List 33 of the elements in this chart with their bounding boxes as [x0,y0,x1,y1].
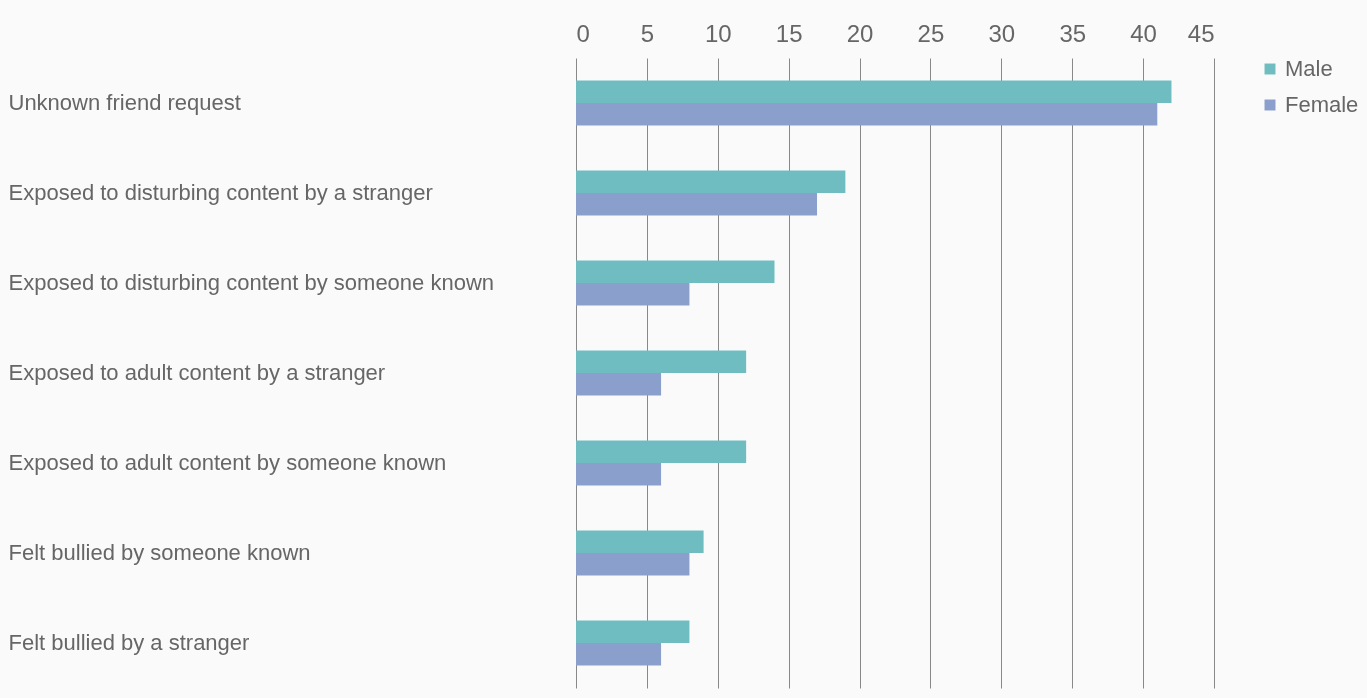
bar [576,193,818,216]
bar [576,80,1172,103]
x-tick-label: 0 [576,19,590,47]
x-tick-label: 20 [846,19,874,47]
bar [576,170,846,193]
bar [576,373,662,396]
legend-label: Female [1285,92,1359,117]
bar [576,260,775,283]
bar [576,440,747,463]
y-tick-label: Exposed to disturbing content by a stranger [8,180,433,205]
x-tick-label: 25 [917,19,945,47]
bar [576,463,662,486]
legend-label: Male [1285,56,1333,81]
x-tick-label: 35 [1059,19,1087,47]
x-tick-label: 15 [775,19,803,47]
y-tick-label: Exposed to disturbing content by someone known [8,270,495,295]
bar [576,350,747,373]
bar [576,530,704,553]
x-tick-label: 45 [1187,19,1215,47]
x-tick-label: 40 [1130,19,1157,47]
bar [576,103,1158,126]
bar [576,620,690,643]
x-tick-label: 30 [988,19,1016,47]
bar [576,283,690,306]
x-tick-label: 5 [640,19,655,47]
y-tick-label: Felt bullied by someone known [8,540,311,565]
bar [576,643,662,666]
bar [576,553,690,576]
y-tick-label: Exposed to adult content by someone known [8,450,447,475]
y-tick-label: Unknown friend request [8,90,241,115]
y-tick-label: Exposed to adult content by a stranger [8,360,386,385]
y-tick-label: Felt bullied by a stranger [8,630,250,655]
x-tick-label: 10 [704,19,732,47]
